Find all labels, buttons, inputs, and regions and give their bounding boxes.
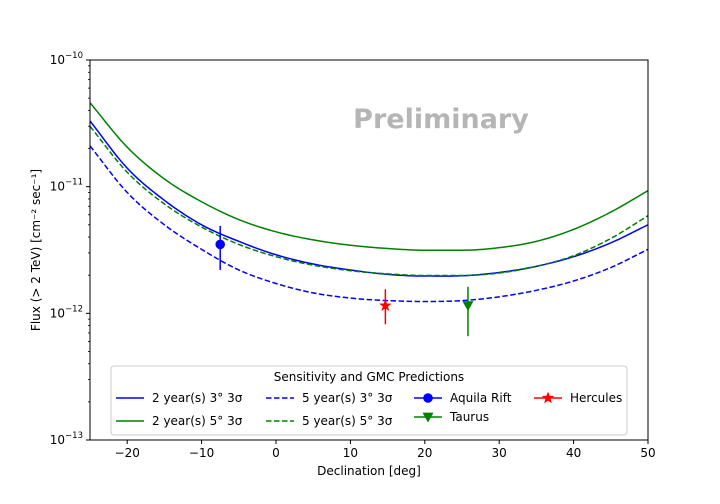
x-tick-label: −10 bbox=[189, 446, 214, 460]
legend-label-aquila-rift: Aquila Rift bbox=[450, 391, 512, 405]
x-tick-label: 40 bbox=[566, 446, 581, 460]
point-aquila-rift bbox=[215, 239, 225, 250]
legend-marker-aquila-rift bbox=[423, 393, 433, 403]
y-axis-label: Flux (> 2 TeV) [cm⁻² sec⁻¹] bbox=[29, 169, 43, 331]
legend: Sensitivity and GMC Predictions 2 year(s… bbox=[110, 365, 628, 436]
legend-marker-taurus bbox=[422, 412, 434, 423]
y-tick-exponent: −12 bbox=[65, 304, 83, 314]
legend-label-series-2: 2 year(s) 5° 3σ bbox=[152, 414, 243, 428]
plot-frame bbox=[89, 59, 649, 441]
legend-label-series-1: 2 year(s) 3° 3σ bbox=[152, 391, 243, 405]
x-tick-label: −20 bbox=[115, 446, 140, 460]
points-layer bbox=[215, 225, 474, 337]
x-tick-label: 0 bbox=[272, 446, 280, 460]
x-tick-label: 10 bbox=[343, 446, 358, 460]
legend-label-taurus: Taurus bbox=[449, 410, 489, 424]
series-line-4 bbox=[89, 125, 649, 277]
legend-label-series-3: 5 year(s) 3° 3σ bbox=[302, 391, 393, 405]
legend-title: Sensitivity and GMC Predictions bbox=[274, 370, 464, 384]
x-tick-label: 30 bbox=[492, 446, 507, 460]
preliminary-watermark: Preliminary bbox=[353, 104, 529, 135]
legend-box bbox=[110, 365, 628, 436]
x-axis-ticks: −20 −10 0 10 20 30 40 50 bbox=[115, 440, 656, 460]
x-tick-label: 20 bbox=[417, 446, 432, 460]
point-hercules bbox=[379, 299, 392, 311]
series-line-2 bbox=[89, 102, 649, 251]
y-tick-exponent: −11 bbox=[65, 178, 83, 188]
series-layer bbox=[89, 102, 649, 303]
x-axis-label: Declination [deg] bbox=[317, 464, 421, 478]
series-line-3 bbox=[89, 145, 649, 303]
y-tick-exponent: −10 bbox=[65, 51, 83, 61]
legend-label-hercules: Hercules bbox=[570, 391, 622, 405]
legend-entries: 2 year(s) 3° 3σ 2 year(s) 5° 3σ 5 year(s) … bbox=[116, 391, 622, 428]
point-taurus bbox=[462, 301, 474, 312]
x-tick-label: 50 bbox=[640, 446, 655, 460]
legend-marker-hercules bbox=[541, 391, 555, 404]
y-tick-exponent: −13 bbox=[65, 431, 83, 441]
legend-label-series-4: 5 year(s) 5° 3σ bbox=[302, 414, 393, 428]
